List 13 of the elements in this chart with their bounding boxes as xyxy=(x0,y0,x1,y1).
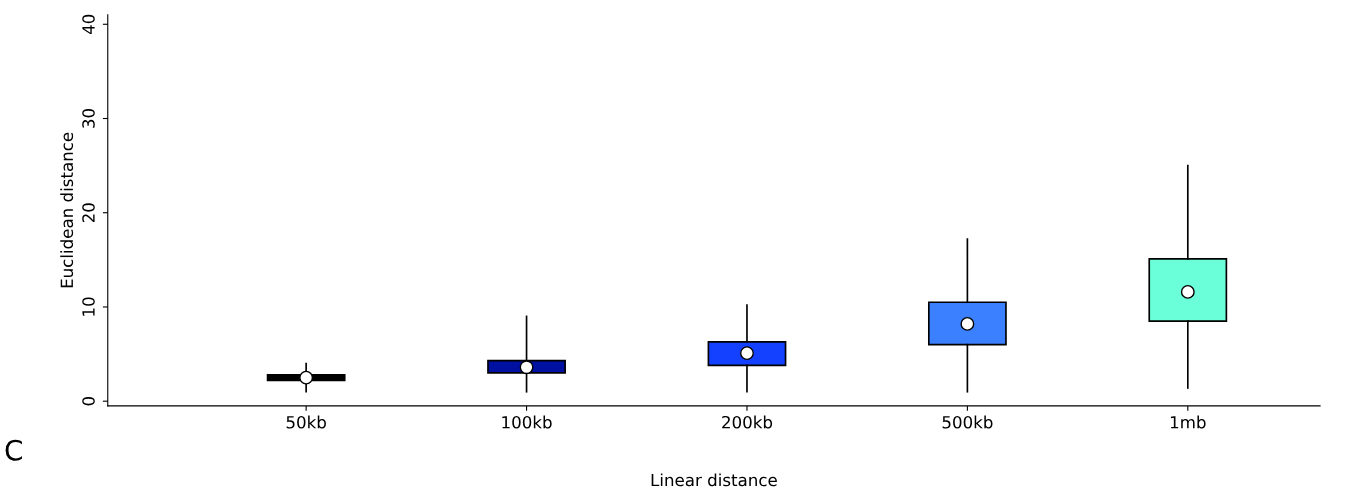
x-axis-title: Linear distance xyxy=(651,473,777,487)
x-tick-label: 50kb xyxy=(286,415,326,429)
x-tick-label: 500kb xyxy=(942,415,993,429)
y-axis-title: Euclidean distance xyxy=(60,132,74,288)
x-tick-label: 100kb xyxy=(502,415,552,429)
x-tick-label: 200kb xyxy=(722,415,773,429)
x-tick-label: 1mb xyxy=(1170,415,1206,429)
y-tick-label: 20 xyxy=(82,203,95,223)
text: C xyxy=(5,439,22,461)
y-tick-label: 30 xyxy=(82,109,95,128)
y-tick-label: 0 xyxy=(82,396,95,406)
y-tick-label: 10 xyxy=(82,297,95,316)
y-tick-label: 40 xyxy=(82,14,95,35)
